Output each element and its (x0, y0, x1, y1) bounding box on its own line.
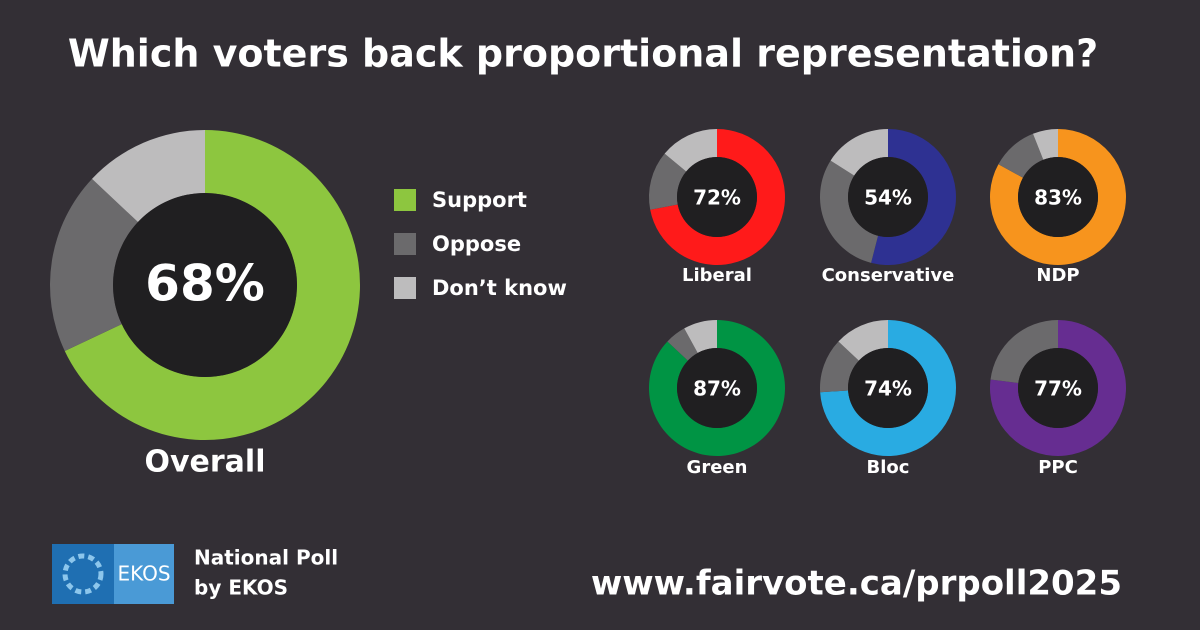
url: www.fairvote.ca/prpoll2025 (591, 564, 1122, 604)
donut-segment (990, 129, 1127, 266)
donut-segment (648, 153, 687, 210)
donut-segment (820, 160, 879, 263)
donut-segment (92, 130, 205, 223)
chart-label: Bloc (867, 457, 910, 478)
donut-segment (838, 320, 888, 361)
donut-segment (998, 133, 1044, 178)
donut-hole (677, 157, 757, 237)
title: Which voters back proportional represent… (68, 32, 1098, 76)
chart-label: Liberal (682, 265, 752, 286)
center-label: 54% (864, 186, 912, 210)
source-line: National Poll (194, 546, 338, 570)
chart-label: Green (687, 457, 748, 478)
donut-segment (820, 320, 956, 456)
chart-label: PPC (1038, 457, 1078, 478)
donut-segment (989, 320, 1127, 456)
donut-segment (664, 129, 717, 172)
donut-hole (848, 157, 928, 237)
donut-segment (990, 320, 1058, 383)
center-label: 87% (693, 377, 741, 401)
logo-box (114, 544, 174, 604)
donut-hole (677, 348, 757, 428)
donut-segment (64, 130, 361, 440)
legend-label: Support (432, 188, 527, 212)
center-label: 72% (693, 186, 741, 210)
donut-segment (871, 129, 957, 266)
logo-text: EKOS (117, 562, 170, 586)
logo-mark (52, 544, 114, 604)
donut-segment (50, 178, 138, 351)
donut-hole (848, 348, 928, 428)
center-label: 83% (1034, 186, 1082, 210)
donut-segment (667, 328, 698, 361)
donut-hole (113, 193, 297, 377)
chart-label: Conservative (822, 265, 955, 286)
donut-segment (650, 129, 785, 265)
donut-segment (1032, 129, 1058, 160)
center-label: 68% (145, 255, 265, 313)
donut-segment (830, 129, 888, 176)
chart-label: Overall (144, 445, 265, 480)
logo-icon (62, 553, 104, 595)
chart-label: NDP (1036, 265, 1079, 286)
donut-segment (684, 320, 717, 353)
legend-swatch (394, 277, 416, 299)
donut-segment (820, 341, 859, 393)
legend-label: Oppose (432, 232, 521, 256)
legend-swatch (394, 233, 416, 255)
center-label: 77% (1034, 377, 1082, 401)
donut-hole (1018, 157, 1098, 237)
legend-label: Don’t know (432, 276, 567, 300)
donut-segment (648, 320, 785, 457)
donut-hole (1018, 348, 1098, 428)
source-line: by EKOS (194, 576, 288, 600)
center-label: 74% (864, 377, 912, 401)
legend-swatch (394, 189, 416, 211)
logo: EKOS (52, 544, 174, 604)
